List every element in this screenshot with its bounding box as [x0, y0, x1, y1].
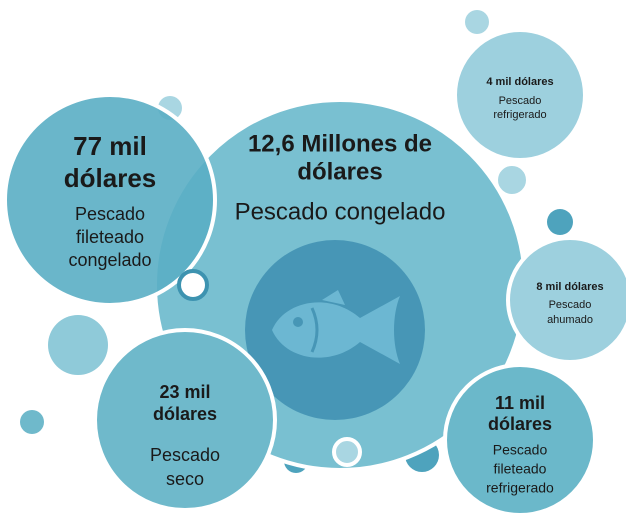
bubble-77	[3, 93, 217, 307]
bubble-4	[453, 28, 587, 162]
ring	[494, 162, 530, 198]
label: fileteado	[76, 227, 144, 247]
bubble-23	[93, 328, 277, 512]
label: Pescado	[499, 95, 542, 107]
value: dólares	[153, 404, 217, 424]
dot	[48, 315, 108, 375]
value: dólares	[488, 414, 552, 434]
value: 11 mil	[495, 393, 545, 413]
dot	[465, 10, 489, 34]
label: Pescado	[493, 442, 548, 458]
value: dólares	[64, 163, 157, 193]
decor	[20, 10, 573, 473]
fish-icon	[272, 290, 400, 364]
label: refrigerado	[493, 109, 546, 121]
value: 12,6 Millones de	[248, 130, 432, 157]
label: Pescado	[75, 204, 145, 224]
value: 8 mil dólares	[536, 281, 603, 293]
label: seco	[166, 469, 204, 489]
value: 23 mil	[159, 382, 210, 402]
value: 77 mil	[73, 131, 147, 161]
label: refrigerado	[486, 480, 554, 496]
value: dólares	[297, 158, 382, 185]
label: congelado	[68, 250, 151, 270]
labels: 12,6 Millones de dólares Pescado congela…	[64, 76, 604, 496]
value: 4 mil dólares	[486, 76, 553, 88]
dot	[20, 410, 44, 434]
label: fileteado	[494, 461, 547, 477]
bubble-11	[443, 363, 597, 515]
label: Pescado	[549, 299, 592, 311]
ring	[177, 269, 209, 301]
bubble-8	[506, 236, 626, 364]
label: Pescado congelado	[235, 198, 446, 225]
label: ahumado	[547, 314, 593, 326]
ring	[332, 437, 362, 467]
label: Pescado	[150, 445, 220, 465]
dot	[547, 209, 573, 235]
